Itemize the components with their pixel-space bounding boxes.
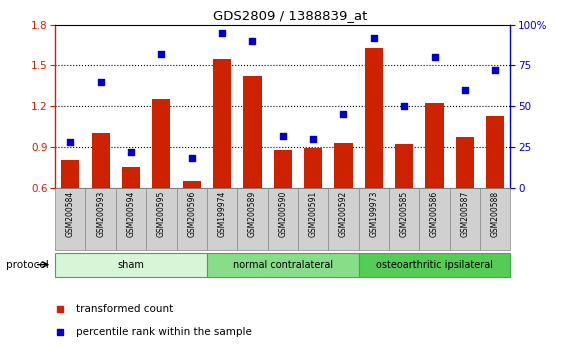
Text: protocol: protocol [6,259,49,270]
Bar [358,188,389,250]
Bar [389,188,419,250]
Bar [146,188,176,250]
Point [369,35,378,41]
Text: GSM199973: GSM199973 [369,191,378,237]
Bar [395,144,414,269]
Point [96,79,105,85]
Bar [183,181,201,269]
Bar [304,148,322,269]
Bar [358,253,510,276]
Bar [274,150,292,269]
Point [126,149,136,155]
Point [278,133,287,138]
Text: GSM200589: GSM200589 [248,191,257,237]
Bar [55,188,85,250]
Text: GSM200593: GSM200593 [96,191,105,237]
Bar [419,188,450,250]
Bar [116,188,146,250]
Bar [365,48,383,269]
Point [218,30,227,36]
Bar [152,99,171,269]
Bar [85,188,116,250]
Text: GSM200596: GSM200596 [187,191,196,237]
Text: GSM200595: GSM200595 [157,191,166,237]
Bar [122,167,140,269]
Text: GSM200588: GSM200588 [491,191,500,237]
Bar [207,188,237,250]
Text: GSM200587: GSM200587 [461,191,469,237]
Bar [61,160,79,269]
Point [460,87,469,93]
Point [66,139,75,145]
Text: GSM200594: GSM200594 [126,191,136,237]
Bar [480,188,510,250]
Text: GDS2809 / 1388839_at: GDS2809 / 1388839_at [213,9,367,22]
Point [339,112,348,117]
Bar [486,116,505,269]
Text: GSM199974: GSM199974 [218,191,227,237]
Bar [267,188,298,250]
Bar [237,188,267,250]
Text: GSM200585: GSM200585 [400,191,409,237]
Point [157,51,166,57]
Bar [298,188,328,250]
Text: transformed count: transformed count [75,304,173,314]
Bar [92,133,110,269]
Bar [456,137,474,269]
Bar [334,143,353,269]
Bar [176,188,207,250]
Point [430,55,439,60]
Text: sham: sham [118,259,144,270]
Point [187,155,196,161]
Text: GSM200586: GSM200586 [430,191,439,237]
Text: GSM200584: GSM200584 [66,191,75,237]
Text: GSM200591: GSM200591 [309,191,318,237]
Bar [55,253,207,276]
Bar [243,76,262,269]
Bar [450,188,480,250]
Point [491,68,500,73]
Text: normal contralateral: normal contralateral [233,259,333,270]
Text: percentile rank within the sample: percentile rank within the sample [75,327,252,337]
Text: GSM200590: GSM200590 [278,191,287,237]
Text: GSM200592: GSM200592 [339,191,348,237]
Bar [328,188,358,250]
Point [248,38,257,44]
Bar [207,253,358,276]
Text: osteoarthritic ipsilateral: osteoarthritic ipsilateral [376,259,493,270]
Point [309,136,318,142]
Bar [213,59,231,269]
Point [400,103,409,109]
Bar [425,103,444,269]
